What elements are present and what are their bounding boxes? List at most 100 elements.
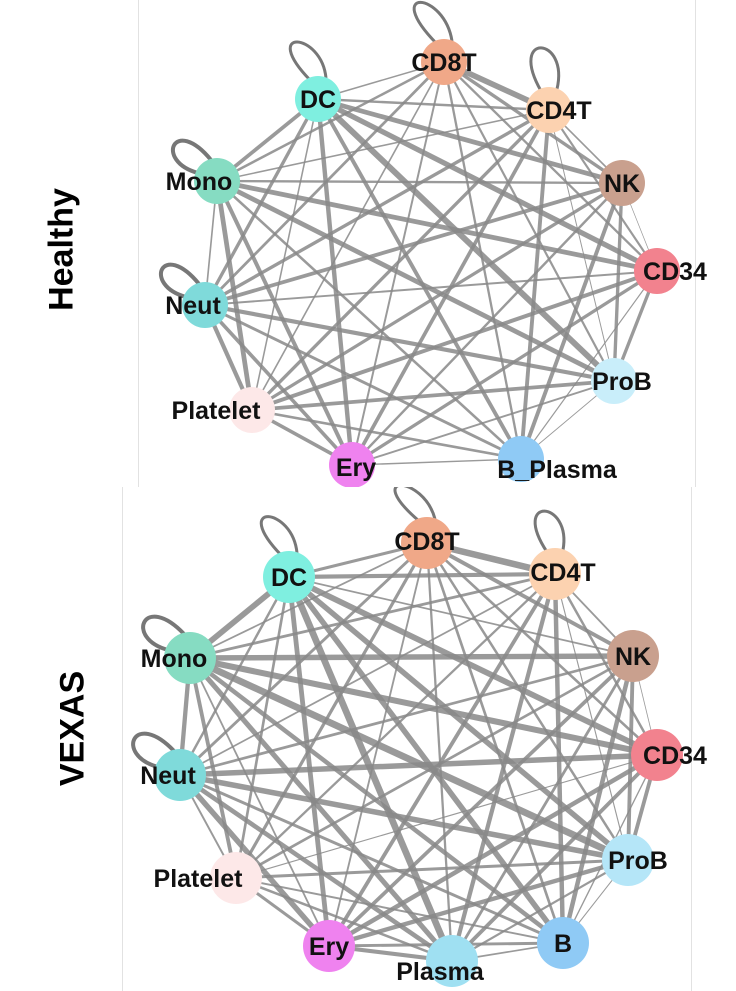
edge-nk-plasma [450, 655, 635, 962]
edge-b-mono [188, 656, 565, 945]
node-label: CD34 [643, 258, 707, 286]
network-graph: CD8T CD4T NK CD34 ProB B Plasma Ery Platelet Neut… [131, 487, 707, 987]
edge-cd34-plasma [450, 753, 659, 963]
edge-cd8t-b_plasma [442, 61, 523, 460]
node-cd4t: CD4T [526, 87, 592, 133]
edge-b_plasma-ery [351, 458, 522, 466]
edge-b_plasma-neut [204, 303, 522, 461]
edge-cd34-dc [316, 96, 659, 274]
node-b: B [537, 917, 589, 969]
node-cd34: CD34 [634, 248, 707, 294]
self-loop-neut [158, 262, 201, 299]
node-mono: Mono [166, 158, 240, 204]
node-circle [194, 158, 240, 204]
edge-cd4t-ery [327, 573, 557, 947]
self-loop-mono [141, 614, 186, 652]
edge-nk-dc [288, 576, 634, 657]
node-label: Mono [166, 168, 233, 196]
edge-neut-dc [178, 576, 291, 776]
node-label: DC [300, 86, 336, 114]
node-circle [421, 39, 467, 85]
edge-cd4t-mono [216, 109, 550, 182]
node-label: Ery [336, 454, 376, 482]
edge-layer [177, 539, 659, 964]
edge-nk-b_plasma [519, 182, 624, 460]
panel-frame [122, 487, 692, 991]
node-label: Neut [140, 762, 196, 790]
node-circle [631, 729, 683, 781]
node-circle [526, 87, 572, 133]
edge-cd4t-neut [179, 573, 556, 776]
edge-platelet-dc [251, 98, 319, 411]
node-circle [599, 160, 645, 206]
edge-ery-mono [189, 657, 330, 947]
edge-cd34-mono [216, 178, 658, 274]
node-circle [634, 248, 680, 294]
node-label: DC [271, 564, 307, 592]
node-label: CD34 [643, 742, 707, 770]
node-label: Mono [141, 645, 208, 673]
self-loop-layer [131, 487, 566, 769]
edge-b_plasma-dc [316, 98, 523, 460]
edge-prob-platelet [251, 379, 615, 412]
node-label: NK [615, 643, 651, 671]
edge-cd4t-platelet [235, 573, 556, 879]
node-nk: NK [607, 630, 659, 682]
node-label: Platelet [154, 865, 244, 893]
edge-plasma-dc [285, 575, 456, 963]
node-label: Neut [165, 292, 221, 320]
edge-b_plasma-mono [216, 180, 522, 460]
edge-nk-dc [317, 96, 623, 186]
edge-nk-neut [204, 181, 623, 307]
edge-plasma-neut [178, 773, 454, 963]
edge-nk-mono [189, 653, 634, 661]
node-layer: CD8T CD4T NK CD34 ProB B_Plasma Ery Platelet Neu… [165, 39, 707, 487]
node-dc: DC [263, 551, 315, 603]
node-label: NK [604, 170, 640, 198]
node-circle [329, 442, 375, 487]
node-circle [591, 358, 637, 404]
node-neut: Neut [165, 282, 228, 328]
self-loop-cd8t [412, 0, 454, 45]
node-circle [498, 436, 544, 482]
edge-b-dc [286, 575, 566, 945]
node-ery: Ery [329, 442, 376, 487]
edge-plasma-platelet [235, 876, 453, 963]
node-circle [401, 517, 453, 569]
edge-cd4t-platelet [250, 108, 551, 412]
node-circle [426, 935, 478, 987]
node-label: Platelet [172, 397, 262, 425]
edge-layer [203, 59, 659, 467]
node-label: ProB [592, 368, 652, 396]
node-circle [295, 76, 341, 122]
edge-prob-platelet [235, 858, 629, 880]
edge-platelet-dc [234, 576, 291, 879]
edge-cd8t-nk [426, 541, 634, 658]
edge-cd34-mono [189, 655, 658, 758]
node-circle [602, 834, 654, 886]
edge-b-neut [179, 773, 564, 945]
edge-ery-dc [286, 576, 332, 947]
self-loop-dc [288, 40, 328, 82]
edge-cd34-b_plasma [520, 270, 658, 460]
edge-ery-neut [203, 303, 354, 467]
edge-nk-neut [179, 654, 634, 777]
node-label: B [554, 930, 572, 958]
edge-prob-dc [315, 96, 617, 384]
edge-plasma-mono [188, 656, 454, 963]
node-label: CD8T [394, 528, 459, 556]
self-loop-layer [158, 0, 561, 299]
panel-frame [138, 0, 696, 487]
node-circle [229, 387, 275, 433]
edge-cd34-platelet [235, 754, 658, 879]
edge-neut-dc [203, 98, 320, 306]
edge-b_plasma-platelet [251, 408, 522, 461]
node-cd8t: CD8T [411, 39, 477, 85]
node-label: CD4T [526, 97, 591, 125]
node-layer: CD8T CD4T NK CD34 ProB B Plasma Ery Platelet Neut… [140, 517, 707, 987]
edge-prob-neut [204, 302, 615, 384]
edge-cd8t-prob [443, 61, 615, 382]
node-circle [164, 632, 216, 684]
edge-cd4t-dc [317, 97, 550, 112]
node-circle [210, 852, 262, 904]
